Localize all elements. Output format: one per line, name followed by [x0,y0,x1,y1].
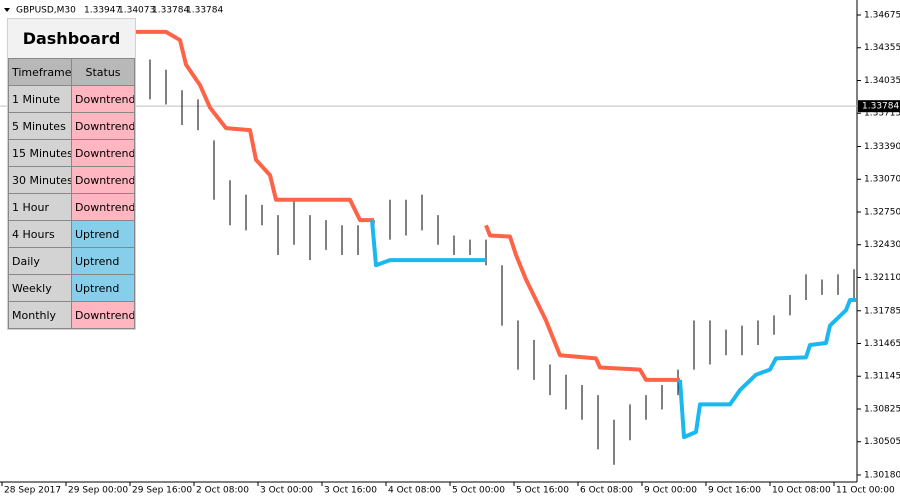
timeframe-cell: Monthly [8,301,72,329]
dashboard-title: Dashboard [22,29,121,48]
status-cell: Downtrend [71,193,135,221]
x-tick-label: 4 Oct 08:00 [388,486,441,496]
status-cell: Downtrend [71,85,135,113]
high: 1.34073 [118,6,155,16]
x-tick-label: 29 Sep 00:00 [68,486,128,496]
timeframe-cell: 15 Minutes [8,139,72,167]
x-tick-label: 3 Oct 00:00 [260,486,313,496]
y-tick-label: 1.32110 [864,273,900,283]
x-tick-label: 11 Oct 00:00 [836,486,895,496]
y-tick-label: 1.33390 [864,142,900,152]
timeframe-cell: 1 Hour [8,193,72,221]
dashboard-row: 4 Hours Uptrend [8,220,135,248]
header-cell: Status [71,58,135,86]
x-tick-label: 10 Oct 08:00 [772,486,831,496]
dashboard: Dashboard Timeframe Status 1 Minute Downtre… [7,18,136,330]
status-cell: Downtrend [71,112,135,140]
y-tick-label: 1.32430 [864,240,900,250]
y-tick-label: 1.31145 [864,372,900,382]
dashboard-row: Monthly Downtrend [8,301,135,329]
dashboard-row: Daily Uptrend [8,247,135,275]
timeframe-cell: 30 Minutes [8,166,72,194]
timeframe-cell: 1 Minute [8,85,72,113]
timeframe-cell: Weekly [8,274,72,302]
current-price-label: 1.33784 [862,102,899,112]
y-tick-label: 1.30505 [864,437,900,447]
open: 1.33947 [84,6,121,16]
status-cell: Downtrend [71,301,135,329]
x-tick-label: 6 Oct 08:00 [580,486,633,496]
low: 1.33784 [152,6,189,16]
timeframe-cell: 5 Minutes [8,112,72,140]
header-row: Timeframe Status [8,58,135,86]
current-price-box [858,100,900,113]
dashboard-row: 15 Minutes Downtrend [8,139,135,167]
trend-line [370,220,856,440]
x-tick-label: 5 Oct 16:00 [516,486,569,496]
dashboard-row: Weekly Uptrend [8,274,135,302]
y-tick-label: 1.34355 [864,43,900,53]
symbol: GBPUSD,M30 [16,6,76,16]
y-tick-label: 1.31465 [864,339,900,349]
status-cell: Uptrend [71,220,135,248]
x-tick-label: 9 Oct 16:00 [708,486,761,496]
x-tick-label: 29 Sep 16:00 [132,486,192,496]
x-tick-label: 3 Oct 16:00 [324,486,377,496]
x-tick-label: 9 Oct 00:00 [644,486,697,496]
x-tick-label: 5 Oct 00:00 [452,486,505,496]
trend-line [136,29,680,382]
x-tick-label: 28 Sep 2017 [4,486,61,496]
dashboard-row: 30 Minutes Downtrend [8,166,135,194]
y-tick-label: 1.31785 [864,306,900,316]
status-cell: Downtrend [71,139,135,167]
y-tick-label: 1.32750 [864,207,900,217]
close: 1.33784 [186,6,223,16]
x-tick-label: 2 Oct 08:00 [196,486,249,496]
y-tick-label: 1.33070 [864,175,900,185]
dashboard-row: 1 Hour Downtrend [8,193,135,221]
timeframe-cell: 4 Hours [8,220,72,248]
y-tick-label: 1.33715 [864,109,900,119]
menu-arrow[interactable] [4,8,10,12]
dashboard-table: Timeframe Status 1 Minute Downtrend 5 Minute… [8,58,135,329]
status-cell: Downtrend [71,166,135,194]
status-cell: Uptrend [71,274,135,302]
y-tick-label: 1.30825 [864,404,900,414]
dashboard-row: 1 Minute Downtrend [8,85,135,113]
timeframe-cell: Daily [8,247,72,275]
y-tick-label: 1.34675 [864,11,900,21]
y-tick-label: 1.30180 [864,471,900,481]
header-cell: Timeframe [8,58,72,86]
dashboard-row: 5 Minutes Downtrend [8,112,135,140]
y-tick-label: 1.34035 [864,76,900,86]
status-cell: Uptrend [71,247,135,275]
